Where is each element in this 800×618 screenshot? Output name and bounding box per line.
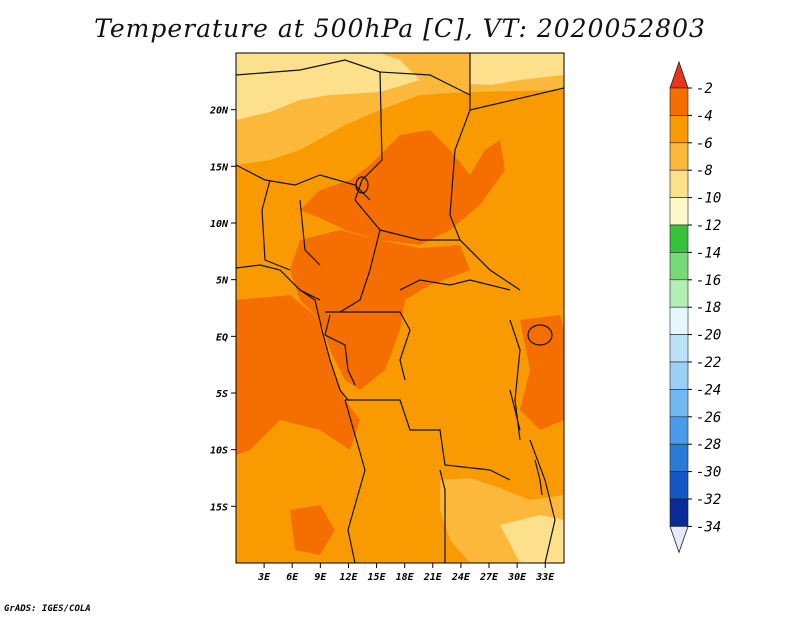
colorbar-swatch xyxy=(669,252,689,281)
y-tick-label: EQ xyxy=(216,332,228,343)
colorbar-label: -16 xyxy=(696,273,721,289)
border-line xyxy=(236,59,471,96)
x-tick-label: 24E xyxy=(451,572,471,583)
colorbar-swatch xyxy=(669,498,689,527)
y-axis: 20N 15N 10N 5N EQ 5S 10S 15S xyxy=(209,106,236,513)
y-tick-label: 10S xyxy=(210,446,228,457)
colorbar-label: -12 xyxy=(696,218,721,234)
border-line xyxy=(345,399,511,481)
colorbar-swatch xyxy=(669,279,689,308)
colorbar-label: -2 xyxy=(696,81,713,97)
field-band-warm-central xyxy=(290,230,470,390)
colorbar-label: -6 xyxy=(696,136,713,152)
y-tick-label: 5N xyxy=(216,276,229,287)
x-tick-label: 21E xyxy=(423,572,443,583)
colorbar-label: -18 xyxy=(696,300,721,316)
lake-chad xyxy=(355,176,369,194)
x-tick-label: 18E xyxy=(396,572,415,583)
border-line xyxy=(339,229,381,313)
colorbar-swatch xyxy=(669,443,689,472)
colorbar-label: -34 xyxy=(696,519,721,535)
colorbar-label: -4 xyxy=(696,108,713,124)
country-borders xyxy=(236,53,564,563)
colorbar-swatch xyxy=(669,389,689,418)
x-tick-label: 6E xyxy=(286,572,299,583)
field-band-warm-west xyxy=(236,295,360,455)
border-line xyxy=(529,439,556,563)
colorbar-swatch xyxy=(669,306,689,335)
colorbar-label: -14 xyxy=(696,245,721,261)
x-tick-label: 33E xyxy=(535,572,555,583)
colorbar-label: -22 xyxy=(696,355,721,371)
x-tick-label: 15E xyxy=(368,572,387,583)
coastline xyxy=(299,289,349,401)
colorbar-label: -30 xyxy=(696,465,721,481)
lake-victoria xyxy=(527,324,553,346)
x-tick-label: 12E xyxy=(339,572,358,583)
y-tick-label: 20N xyxy=(209,106,229,117)
border-line xyxy=(469,87,564,111)
lake-tanganyika xyxy=(509,389,521,431)
y-tick-label: 15S xyxy=(210,502,228,513)
y-tick-label: 5S xyxy=(216,389,228,400)
colorbar-swatch xyxy=(669,224,689,253)
colorbar-label: -28 xyxy=(696,437,721,453)
colorbar-label: -32 xyxy=(696,492,721,508)
colorbar-label: -20 xyxy=(696,328,721,344)
border-line xyxy=(261,179,291,271)
colorbar-label: -26 xyxy=(696,410,721,426)
y-tick-label: 15N xyxy=(210,162,229,173)
lakes xyxy=(355,176,553,496)
border-line xyxy=(439,469,446,563)
colorbar-swatch xyxy=(669,334,689,363)
x-tick-label: 9E xyxy=(314,572,327,583)
x-tick-label: 3E xyxy=(257,572,271,583)
colorbar-swatch xyxy=(669,416,689,445)
border-line xyxy=(299,199,321,266)
colorbar-label: -24 xyxy=(696,382,721,398)
x-axis: 3E 6E 9E 12E 15E 18E 21E 24E 27E 30E 33E xyxy=(257,563,555,583)
border-line xyxy=(354,199,521,291)
border-line xyxy=(236,264,321,301)
colorbar-swatch xyxy=(669,87,689,116)
colorbar: -2 -4 -6 -8 -10 -12 -14 -16 -18 -20 -22 -24 -26 -28 -3… xyxy=(669,60,721,554)
border-line xyxy=(354,71,383,201)
border-line xyxy=(325,311,411,381)
colorbar-swatch xyxy=(669,142,689,171)
colorbar-label: -10 xyxy=(696,191,721,207)
colorbar-upper-arrow xyxy=(669,60,689,89)
border-line xyxy=(324,314,356,386)
map-frame xyxy=(235,52,565,564)
colorbar-swatch xyxy=(669,361,689,390)
field-band-warm-south xyxy=(290,505,335,555)
x-tick-label: 27E xyxy=(479,572,499,583)
border-line xyxy=(236,164,371,201)
field-band-north-cold-2 xyxy=(470,53,564,85)
lake-malawi xyxy=(534,459,543,496)
y-tick-label: 10N xyxy=(210,219,229,230)
border-line xyxy=(449,53,471,241)
colorbar-swatch xyxy=(669,169,689,198)
temperature-field xyxy=(236,53,564,563)
credit-text: GrADS: IGES/COLA xyxy=(4,604,91,614)
colorbar-lower-arrow xyxy=(669,526,689,554)
field-band-warm-east xyxy=(520,315,564,430)
x-tick-label: 30E xyxy=(507,572,527,583)
colorbar-label: -8 xyxy=(696,163,713,179)
border-line xyxy=(399,279,511,291)
colorbar-swatch xyxy=(669,197,689,226)
border-line xyxy=(344,399,366,563)
chart-title: Temperature at 500hPa [C], VT: 202005280… xyxy=(94,14,706,43)
colorbar-swatch xyxy=(669,471,689,500)
colorbar-swatch xyxy=(669,115,689,144)
